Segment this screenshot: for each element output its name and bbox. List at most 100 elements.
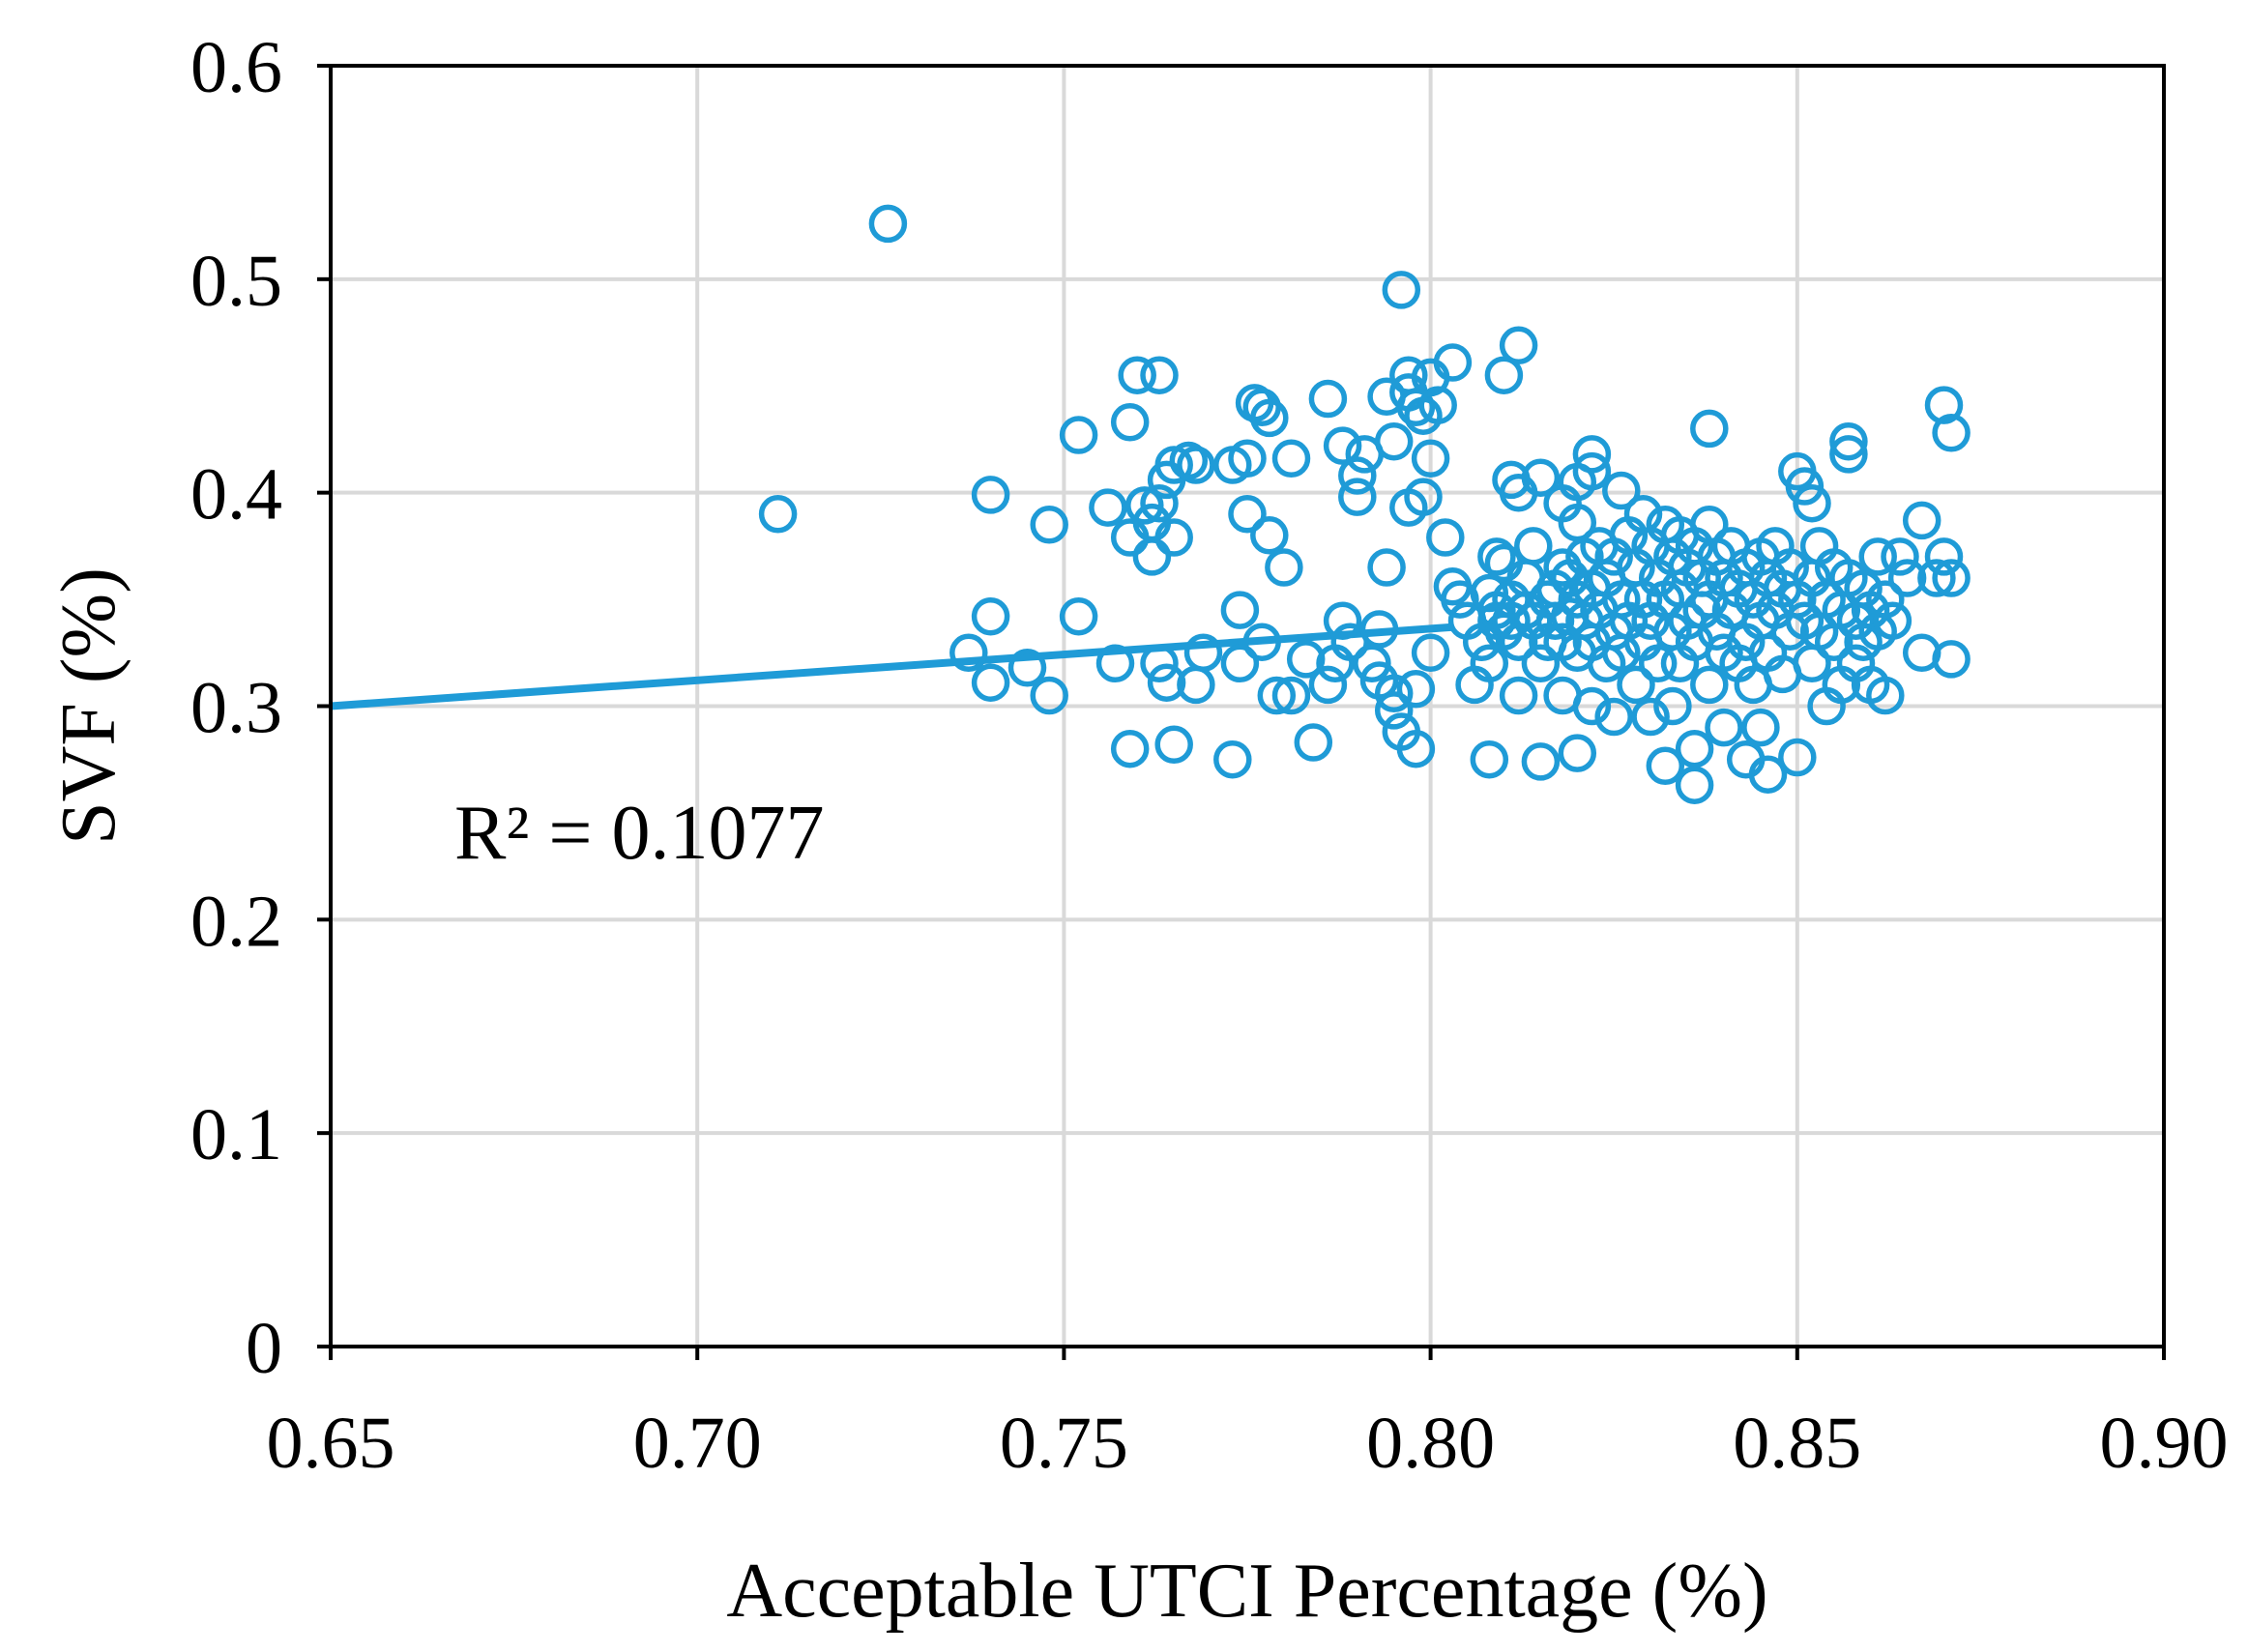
data-point: [1059, 596, 1098, 636]
data-point: [1140, 356, 1179, 394]
data-point: [1110, 403, 1150, 442]
data-point: [1132, 537, 1172, 576]
y-axis-tick-labels: 0 0.1 0.2 0.3 0.4 0.5 0.6: [190, 27, 282, 1389]
data-point: [758, 495, 798, 534]
data-point: [1154, 725, 1193, 765]
data-point: [1932, 640, 1971, 679]
data-point: [1183, 633, 1223, 673]
data-point: [1294, 723, 1333, 762]
data-point: [1829, 435, 1868, 474]
data-point: [1499, 326, 1538, 365]
data-point: [1396, 670, 1436, 709]
data-point: [1470, 739, 1509, 779]
data-point: [1396, 388, 1436, 427]
data-point: [1411, 439, 1450, 478]
data-point: [1213, 739, 1252, 779]
data-point: [1353, 644, 1391, 683]
data-point: [1858, 537, 1897, 576]
data-point: [1147, 663, 1186, 702]
data-point: [1866, 580, 1905, 619]
data-point: [1741, 708, 1780, 747]
data-point: [1829, 421, 1868, 461]
data-point: [1602, 580, 1641, 619]
trendline: [330, 623, 1453, 710]
data-point: [1374, 421, 1414, 461]
data-point: [1617, 665, 1655, 705]
axis-ticks: [317, 64, 2166, 1360]
x-tick-label: 0.80: [1366, 1403, 1495, 1484]
data-point: [1154, 518, 1193, 557]
data-point: [949, 633, 988, 673]
r-squared-annotation: R² = 0.1077: [454, 791, 824, 876]
data-point: [1228, 495, 1267, 534]
data-point: [1558, 734, 1597, 772]
x-tick-label: 0.70: [633, 1403, 762, 1484]
data-point: [1932, 559, 1971, 597]
data-point: [1404, 478, 1443, 516]
data-point: [1418, 386, 1457, 424]
data-point: [1374, 691, 1414, 730]
data-point: [1932, 414, 1971, 452]
data-point: [971, 596, 1010, 636]
data-point: [1374, 674, 1414, 713]
data-point: [1323, 601, 1362, 640]
data-point: [1125, 486, 1164, 525]
data-point: [1602, 471, 1641, 510]
data-point: [1250, 516, 1289, 555]
x-tick-label: 0.75: [1000, 1403, 1128, 1484]
data-point: [1338, 478, 1377, 516]
data-point: [1007, 649, 1047, 687]
data-point: [1572, 435, 1612, 474]
data-point: [1484, 356, 1524, 394]
data-point: [1514, 527, 1553, 565]
data-point: [1118, 356, 1156, 394]
data-point: [1521, 644, 1561, 683]
y-tick-label: 0.2: [190, 881, 282, 962]
data-point: [1675, 766, 1714, 804]
data-point: [1323, 426, 1362, 465]
data-point: [1653, 686, 1692, 726]
data-point: [1748, 755, 1788, 794]
data-point: [1242, 623, 1281, 661]
data-point: [1359, 610, 1399, 649]
y-tick-label: 0.4: [190, 454, 282, 536]
data-point: [1631, 697, 1670, 737]
data-point: [1426, 518, 1465, 557]
trendline-group: [330, 623, 1453, 710]
x-tick-label: 0.65: [267, 1403, 395, 1484]
grid: [331, 66, 2164, 1347]
y-tick-label: 0.6: [190, 27, 282, 108]
data-point: [1411, 633, 1450, 673]
data-point: [1089, 488, 1127, 527]
data-point: [971, 663, 1010, 702]
data-point: [1778, 738, 1817, 777]
data-point: [1917, 559, 1956, 597]
data-point: [1902, 501, 1941, 540]
data-point: [1675, 729, 1714, 768]
data-point: [1521, 742, 1561, 781]
x-tick-label: 0.85: [1733, 1403, 1861, 1484]
data-point: [1881, 537, 1919, 576]
data-point: [1705, 708, 1743, 747]
data-point: [1785, 467, 1825, 506]
data-point: [1308, 379, 1348, 419]
data-point: [1110, 729, 1150, 768]
data-points: [758, 204, 1971, 804]
x-axis-title: Acceptable UTCI Percentage (%): [726, 1549, 1767, 1634]
data-point: [1059, 416, 1098, 454]
data-point: [868, 204, 908, 244]
x-tick-label: 0.90: [2100, 1403, 2229, 1484]
data-point: [1924, 537, 1964, 576]
data-point: [1866, 676, 1905, 715]
data-point: [971, 476, 1010, 514]
y-tick-label: 0.5: [190, 241, 282, 322]
data-point: [1793, 483, 1831, 523]
y-tick-label: 0.1: [190, 1094, 282, 1175]
data-point: [1220, 591, 1260, 629]
data-point: [1382, 271, 1421, 309]
data-point: [1220, 644, 1260, 683]
data-point: [1499, 676, 1538, 715]
data-point: [1265, 548, 1303, 587]
data-point: [1558, 503, 1597, 542]
